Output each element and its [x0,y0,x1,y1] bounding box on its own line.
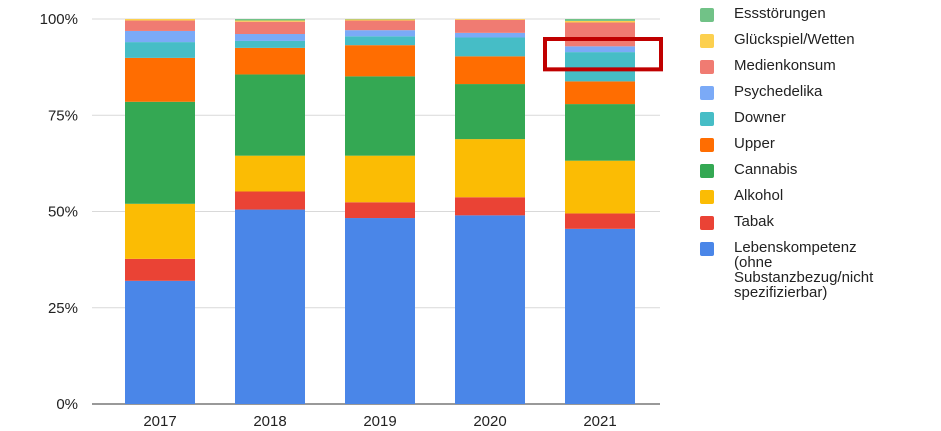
bar-segment [455,32,525,38]
bar-segment [125,203,195,259]
x-tick-label: 2017 [143,413,176,430]
bar-segment [565,228,635,404]
bar-segment [565,213,635,229]
bar-segment [345,155,415,203]
legend: Essstörungen Glückspiel/Wetten Medienkonsu… [700,6,940,310]
bar-segment [455,37,525,57]
bar-segment [125,20,195,31]
bar-segment [235,74,305,156]
legend-label: Medienkonsum [734,57,836,74]
legend-swatch [700,60,714,74]
legend-swatch [700,8,714,22]
bar-segment [455,56,525,85]
legend-swatch [700,138,714,152]
legend-label: Glückspiel/Wetten [734,31,855,48]
legend-label: Cannabis [734,161,798,178]
bar-segment [235,40,305,48]
bar-segment [235,34,305,41]
y-tick-label: 50% [48,204,78,221]
y-tick-label: 25% [48,300,78,317]
legend-item: Upper [700,136,940,152]
bar-segment [345,30,415,37]
bar-segment [565,104,635,161]
bar-segment [565,81,635,105]
bar-segment [455,19,525,20]
legend-item: Tabak [700,214,940,230]
bar-segment [565,160,635,214]
legend-swatch [700,216,714,230]
bar-segment [125,101,195,204]
legend-item: Lebenskompetenz (ohne Substanzbezug/nich… [700,240,940,300]
legend-label: Upper [734,135,775,152]
legend-item: Downer [700,110,940,126]
legend-item: Alkohol [700,188,940,204]
bar-segment [345,76,415,156]
legend-swatch [700,86,714,100]
legend-swatch [700,112,714,126]
legend-item: Medienkonsum [700,58,940,74]
x-tick-label: 2019 [363,413,396,430]
bar-segment [455,197,525,216]
legend-swatch [700,34,714,48]
bar-segment [125,57,195,102]
bar-segment [565,46,635,53]
bar-segment [565,20,635,23]
bar-segment [235,191,305,210]
legend-item: Psychedelika [700,84,940,100]
bar-segment [235,19,305,21]
x-tick-label: 2021 [583,413,616,430]
bar-segment [125,30,195,43]
legend-label: Essstörungen [734,5,826,22]
bar-segment [345,36,415,46]
bar-segment [345,20,415,31]
highlight-box [543,37,663,72]
bar-segment [235,155,305,192]
bar-segment [235,20,305,22]
y-tick-label: 75% [48,107,78,124]
legend-item: Essstörungen [700,6,940,22]
legend-label: Lebenskompetenz (ohne Substanzbezug/nich… [734,239,874,301]
x-tick-label: 2020 [473,413,506,430]
stacked-bar-chart: 0% 25% 50% 75% 100% 2017 2018 2019 2020 2021 [40,11,663,430]
legend-item: Glückspiel/Wetten [700,32,940,48]
legend-label: Psychedelika [734,83,823,100]
legend-label: Alkohol [734,187,784,204]
legend-swatch [700,190,714,204]
bar-segment [455,84,525,140]
x-tick-label: 2018 [253,413,286,430]
bar-segment [345,202,415,219]
legend-swatch [700,164,714,178]
bar-segment [565,52,635,82]
bar-segment [345,45,415,77]
bar-segment [125,19,195,21]
bar-segment [235,209,305,404]
bar-segment [125,280,195,404]
bar-segment [345,218,415,404]
legend-label: Downer [734,109,786,126]
legend-swatch [700,242,714,256]
bar-segment [125,42,195,58]
legend-item: Cannabis [700,162,940,178]
bar-segment [235,21,305,35]
bar-segment [345,19,415,21]
bar-segment [455,139,525,198]
bar-segment [565,22,635,47]
bar-segment [455,215,525,404]
bar-segment [455,19,525,33]
legend-label: Tabak [734,213,775,230]
y-tick-label: 100% [40,11,78,28]
bar-segment [125,258,195,281]
y-tick-label: 0% [56,396,78,413]
bar-segment [235,47,305,75]
bar-segment [565,19,635,21]
